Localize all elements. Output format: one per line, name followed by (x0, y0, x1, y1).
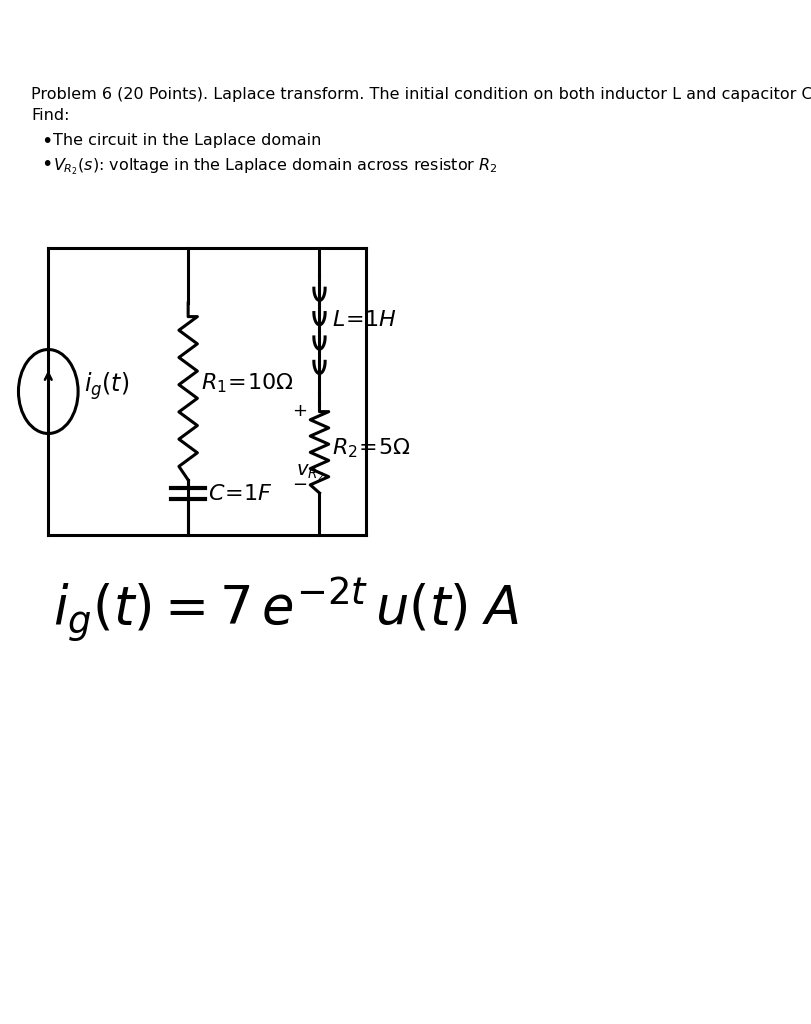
Text: Problem 6 (20 Points). Laplace transform. The initial condition on both inductor: Problem 6 (20 Points). Laplace transform… (32, 87, 811, 102)
Text: The circuit in the Laplace domain: The circuit in the Laplace domain (54, 133, 322, 148)
Text: $v_{R_2}$: $v_{R_2}$ (295, 462, 324, 483)
Text: $C\!=\!1F$: $C\!=\!1F$ (208, 482, 272, 505)
Text: $i_g(t)$: $i_g(t)$ (84, 371, 129, 402)
Text: $L\!=\!1H$: $L\!=\!1H$ (333, 309, 397, 331)
Text: •: • (41, 155, 53, 174)
Text: •: • (41, 132, 53, 151)
Text: $i_g(t) = 7\,e^{-2t}\,u(t)\;A$: $i_g(t) = 7\,e^{-2t}\,u(t)\;A$ (54, 575, 519, 644)
Text: −: − (292, 476, 307, 494)
Text: $R_2\!=\!5\Omega$: $R_2\!=\!5\Omega$ (333, 436, 410, 460)
Text: +: + (292, 402, 307, 421)
Text: $R_1\!=\!10\Omega$: $R_1\!=\!10\Omega$ (201, 372, 294, 395)
Text: Find:: Find: (32, 108, 70, 123)
Text: $V_{R_2}(s)$: voltage in the Laplace domain across resistor $R_2$: $V_{R_2}(s)$: voltage in the Laplace dom… (54, 156, 498, 176)
